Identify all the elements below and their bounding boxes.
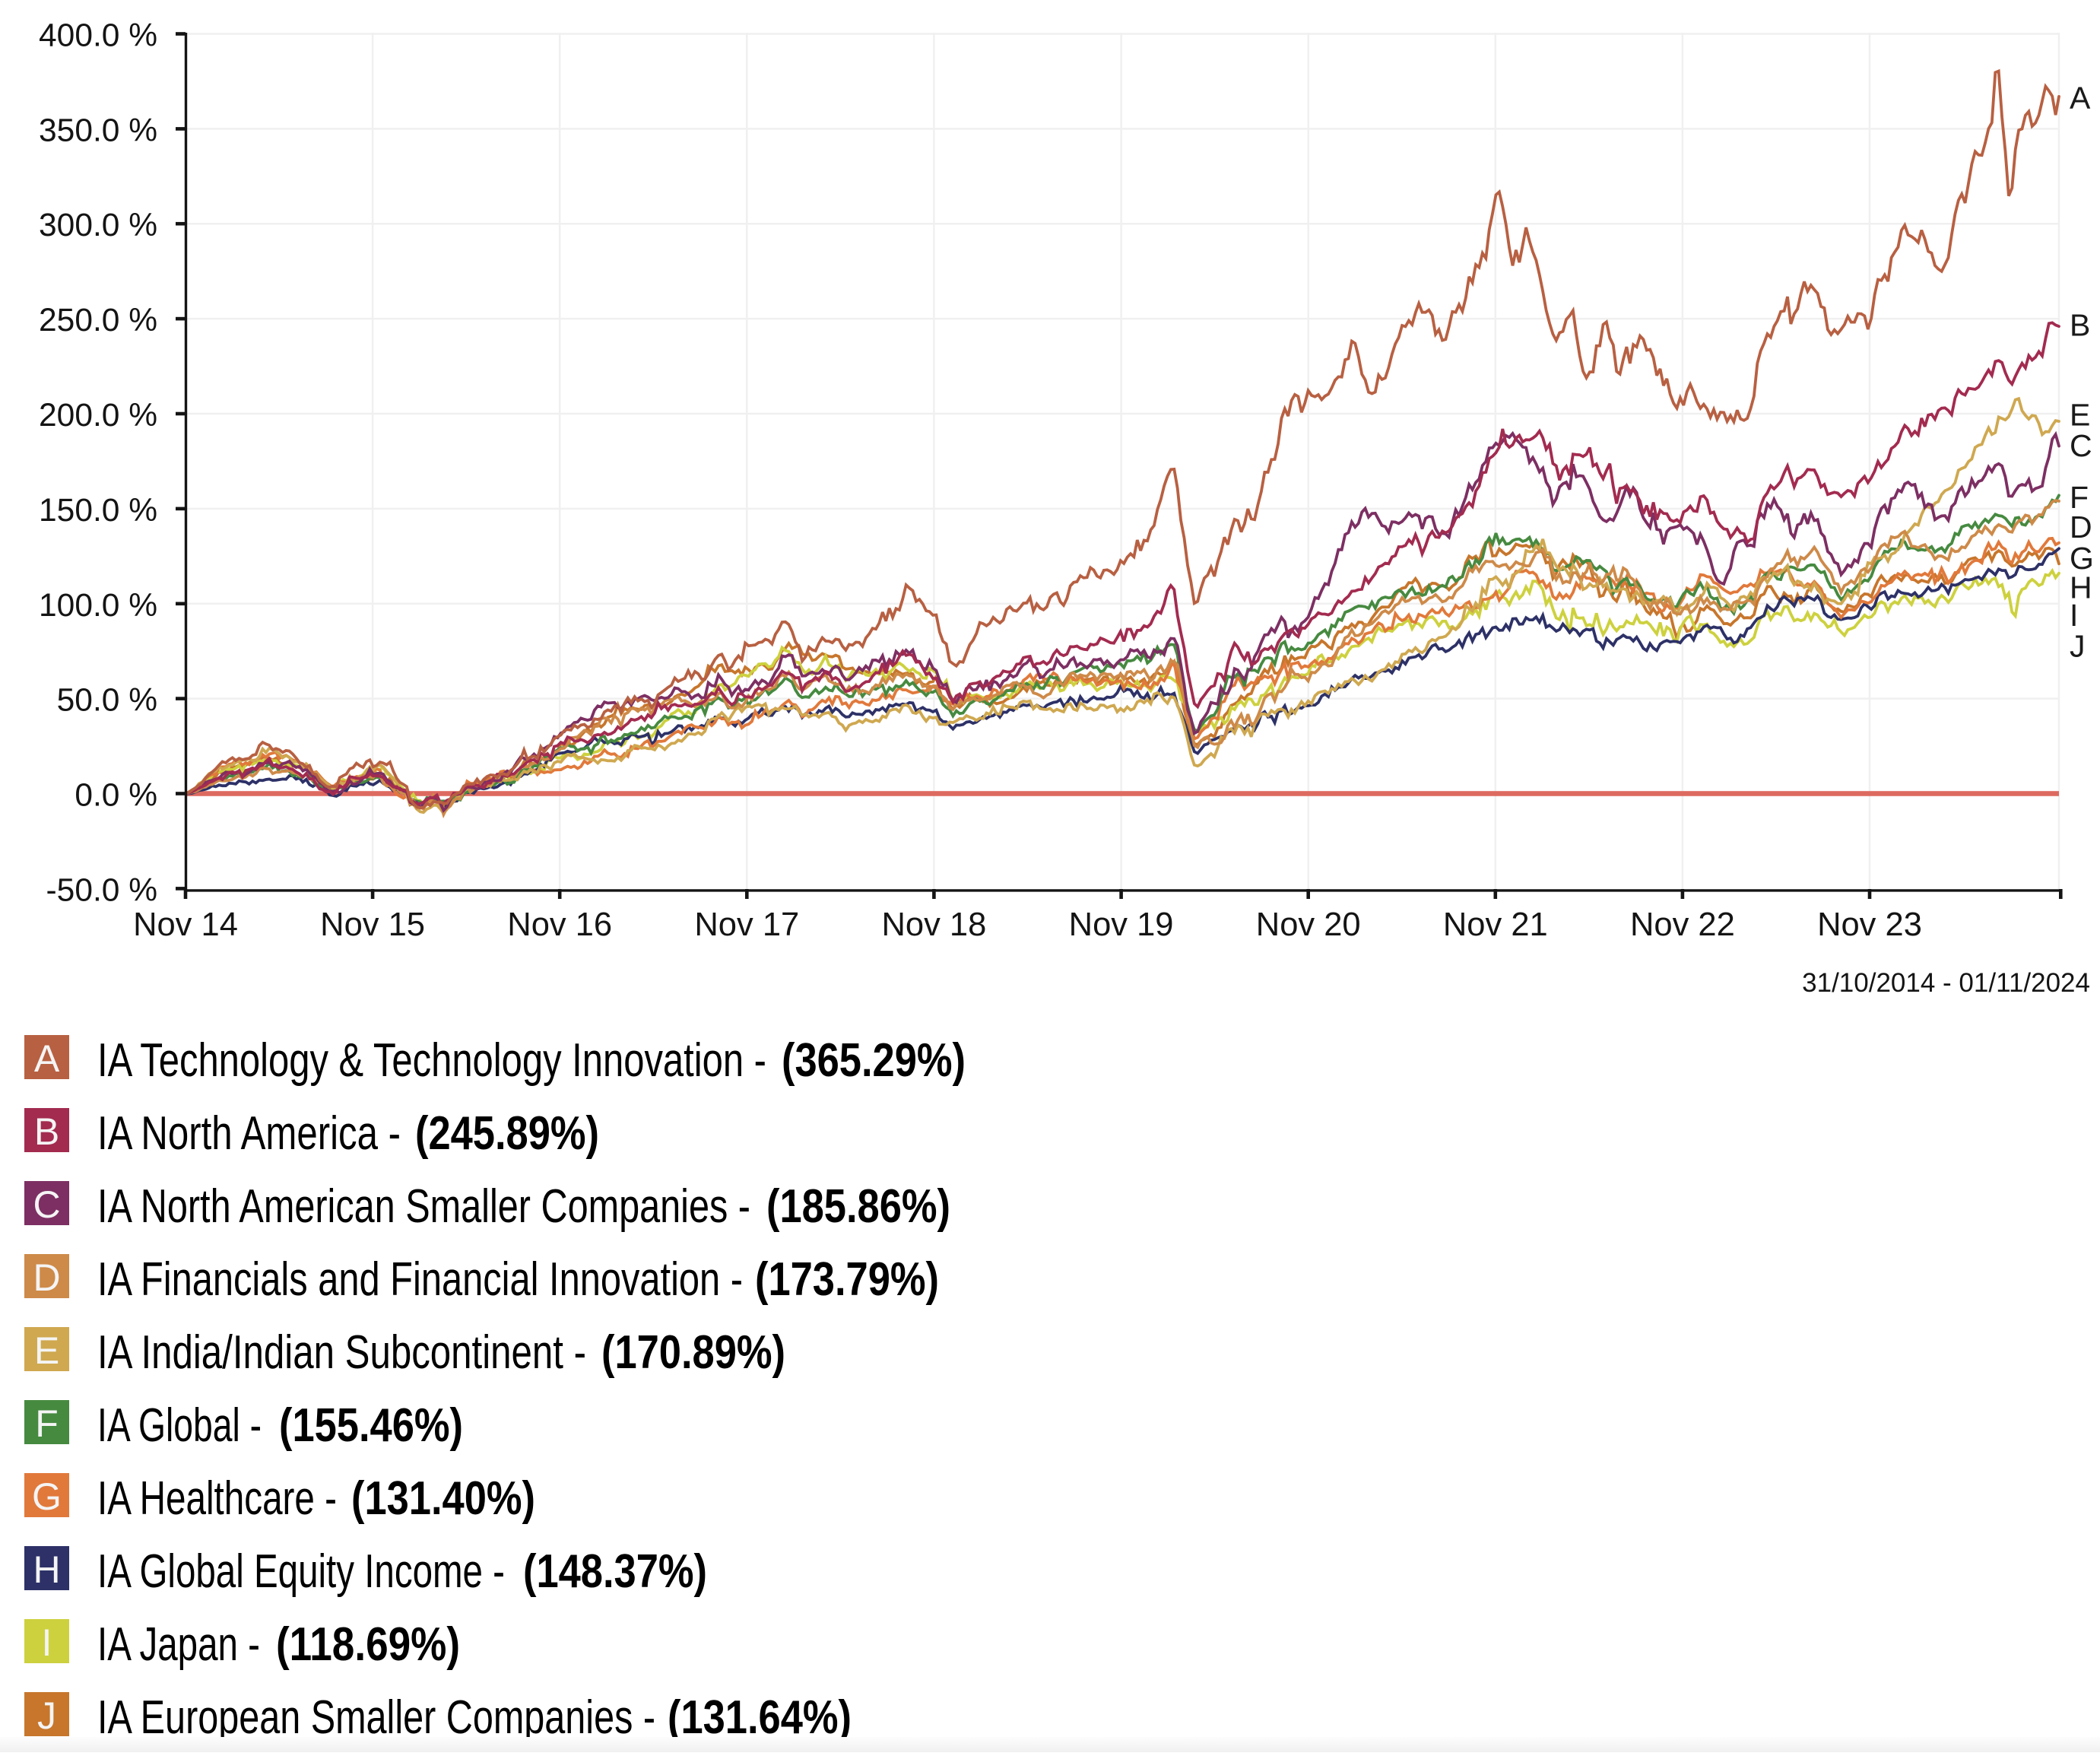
svg-text:C: C — [2070, 428, 2092, 463]
svg-text:250.0 %: 250.0 % — [39, 303, 157, 338]
svg-text:H: H — [33, 1548, 60, 1591]
svg-text:I: I — [2070, 598, 2078, 633]
svg-text:G: G — [2070, 541, 2094, 576]
svg-text:IA India/Indian Subcontinent -: IA India/Indian Subcontinent - — [97, 1326, 586, 1379]
svg-text:(155.46%): (155.46%) — [279, 1399, 463, 1452]
svg-text:E: E — [2070, 398, 2090, 433]
svg-text:D: D — [2070, 510, 2092, 545]
svg-text:Nov 19: Nov 19 — [1069, 907, 1174, 943]
svg-text:E: E — [34, 1329, 59, 1372]
svg-text:IA Technology & Technology Inn: IA Technology & Technology Innovation - — [97, 1034, 766, 1087]
svg-text:IA Healthcare -: IA Healthcare - — [97, 1472, 337, 1525]
svg-text:J: J — [37, 1694, 56, 1737]
svg-text:IA Global -: IA Global - — [97, 1399, 262, 1452]
svg-text:300.0 %: 300.0 % — [39, 208, 157, 243]
svg-text:D: D — [33, 1256, 60, 1299]
svg-text:A: A — [2070, 81, 2091, 116]
svg-text:400.0 %: 400.0 % — [39, 18, 157, 54]
svg-text:I: I — [42, 1621, 52, 1664]
svg-text:(131.64%): (131.64%) — [668, 1691, 852, 1744]
svg-text:Nov 15: Nov 15 — [320, 907, 425, 943]
svg-text:Nov 21: Nov 21 — [1443, 907, 1548, 943]
svg-text:200.0 %: 200.0 % — [39, 398, 157, 433]
svg-text:(185.86%): (185.86%) — [766, 1180, 950, 1233]
svg-text:(365.29%): (365.29%) — [782, 1034, 966, 1087]
svg-text:Nov 22: Nov 22 — [1630, 907, 1735, 943]
svg-text:G: G — [32, 1475, 62, 1518]
svg-text:IA Japan -: IA Japan - — [97, 1618, 260, 1671]
svg-text:F: F — [35, 1402, 59, 1445]
svg-text:-50.0 %: -50.0 % — [46, 872, 157, 908]
svg-text:IA Global Equity Income -: IA Global Equity Income - — [97, 1545, 505, 1598]
svg-text:(118.69%): (118.69%) — [276, 1618, 460, 1671]
svg-text:A: A — [34, 1037, 60, 1080]
svg-text:Nov 16: Nov 16 — [507, 907, 612, 943]
svg-text:100.0 %: 100.0 % — [39, 588, 157, 624]
svg-text:Nov 18: Nov 18 — [881, 907, 986, 943]
svg-text:31/10/2014 - 01/11/2024: 31/10/2014 - 01/11/2024 — [1802, 968, 2090, 998]
svg-text:350.0 %: 350.0 % — [39, 113, 157, 148]
svg-text:0.0 %: 0.0 % — [75, 778, 157, 814]
svg-text:Nov 20: Nov 20 — [1256, 907, 1361, 943]
svg-text:IA Financials and Financial In: IA Financials and Financial Innovation - — [97, 1253, 743, 1306]
svg-text:Nov 17: Nov 17 — [694, 907, 799, 943]
svg-text:(170.89%): (170.89%) — [601, 1326, 785, 1379]
svg-text:Nov 23: Nov 23 — [1817, 907, 1922, 943]
svg-text:J: J — [2070, 629, 2086, 664]
svg-text:(173.79%): (173.79%) — [755, 1253, 939, 1306]
svg-text:IA North America -: IA North America - — [97, 1107, 401, 1160]
svg-text:IA North American Smaller Comp: IA North American Smaller Companies - — [97, 1180, 750, 1233]
svg-text:150.0 %: 150.0 % — [39, 493, 157, 529]
svg-text:50.0 %: 50.0 % — [57, 683, 157, 719]
svg-text:H: H — [2070, 570, 2092, 605]
svg-text:C: C — [33, 1183, 60, 1226]
svg-text:F: F — [2070, 480, 2089, 515]
svg-text:(148.37%): (148.37%) — [523, 1545, 707, 1598]
svg-text:IA European Smaller Companies: IA European Smaller Companies - — [97, 1691, 655, 1744]
svg-text:B: B — [2070, 308, 2090, 343]
svg-text:Nov 14: Nov 14 — [133, 907, 238, 943]
svg-text:(131.40%): (131.40%) — [351, 1472, 535, 1525]
svg-text:B: B — [34, 1110, 59, 1153]
svg-text:(245.89%): (245.89%) — [415, 1107, 599, 1160]
